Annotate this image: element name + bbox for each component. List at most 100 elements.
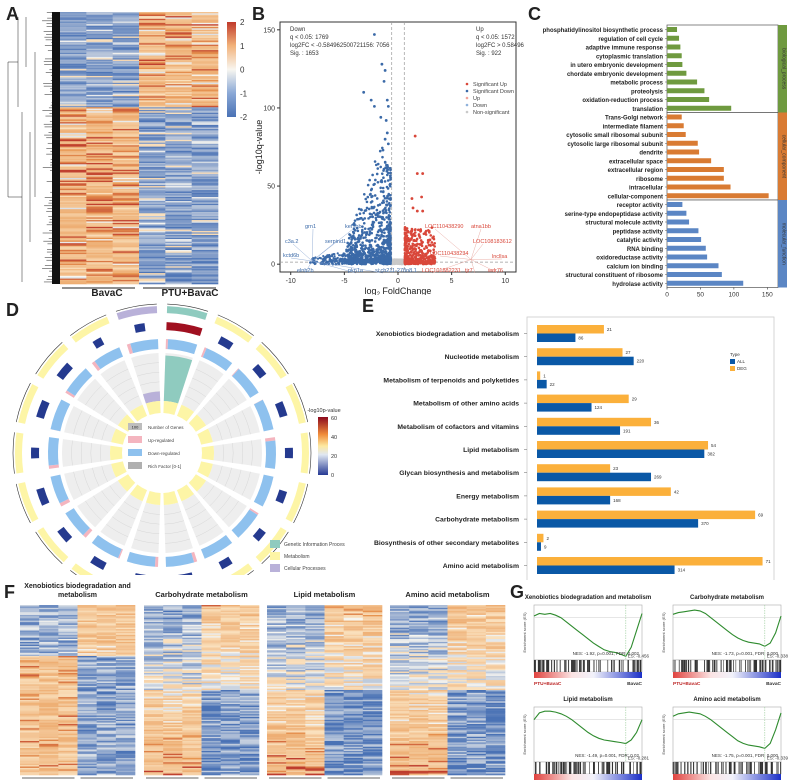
- heatmap-cell: [115, 756, 136, 759]
- heatmap-cell: [201, 667, 221, 670]
- x-tick-label: 0: [396, 278, 400, 285]
- heatmap-cell: [201, 677, 221, 679]
- heatmap-cell: [220, 650, 241, 653]
- circos-down-regulated: [66, 368, 93, 396]
- heatmap-cell: [239, 607, 260, 610]
- heatmap-cell: [144, 641, 164, 644]
- point-significant-down: [388, 220, 392, 224]
- heatmap-cell: [77, 620, 97, 623]
- heatmap-cell: [163, 634, 183, 637]
- circos-up-regulated: [118, 548, 124, 559]
- circos-category-band: [255, 343, 287, 379]
- heatmap-cell: [60, 63, 87, 66]
- heatmap-cell: [182, 631, 202, 634]
- heatmap-cell: [144, 660, 164, 662]
- heatmap-cell: [58, 637, 78, 640]
- point-significant-down: [383, 196, 387, 200]
- heatmap-cell: [112, 211, 140, 214]
- heatmap-cell: [191, 241, 219, 244]
- heatmap-cell: [39, 684, 59, 687]
- heatmap-cell: [163, 692, 183, 695]
- heatmap-cell: [220, 640, 241, 643]
- heatmap-cell: [139, 149, 166, 152]
- go-bar: [667, 44, 681, 50]
- heatmap-cell: [115, 639, 136, 641]
- heatmap-cell: [58, 716, 78, 719]
- heatmap-cell: [60, 108, 87, 111]
- heatmap-cell: [60, 139, 87, 142]
- go-term-label: Trans-Golgi network: [605, 116, 664, 122]
- x-tick-label: 100: [728, 292, 739, 299]
- kegg-bar-all: [537, 403, 592, 412]
- heatmap-cell: [96, 725, 117, 728]
- heatmap-cell: [191, 109, 219, 112]
- heatmap-cell: [163, 643, 183, 645]
- heatmap-cell: [191, 46, 219, 48]
- go-bar: [667, 97, 710, 102]
- point-significant-up: [422, 232, 426, 236]
- heatmap-cell: [60, 194, 87, 196]
- heatmap-cell: [96, 637, 117, 640]
- panel-label-e: E: [362, 296, 375, 316]
- heatmap-cell: [96, 760, 117, 763]
- heatmap-cell: [39, 613, 59, 616]
- heatmap-cell: [20, 665, 40, 668]
- go-term-label: adaptive immune response: [586, 46, 664, 52]
- circos-grid: [101, 399, 115, 416]
- heatmap-cell: [86, 165, 113, 168]
- heatmap-cell: [20, 738, 40, 740]
- heatmap-cell: [165, 81, 192, 84]
- heatmap-cell: [163, 623, 183, 626]
- heatmap-cell: [20, 674, 40, 677]
- heatmap-cell: [115, 614, 136, 617]
- heatmap-cell: [39, 694, 59, 696]
- circos-grid: [136, 529, 160, 534]
- heatmap-cell: [60, 239, 87, 241]
- heatmap-cell: [96, 623, 117, 626]
- heatmap-cell: [77, 682, 97, 685]
- heatmap-cell: [201, 644, 221, 647]
- point-significant-down: [379, 115, 383, 119]
- heatmap-cell: [112, 71, 140, 74]
- gene-label-up: wdr76: [487, 268, 503, 274]
- heatmap-cell: [165, 157, 192, 160]
- x-tick-label: 5: [450, 278, 454, 285]
- heatmap-cell: [86, 130, 113, 132]
- annotation-down-line: q < 0.05: 1769: [290, 35, 329, 41]
- heatmap-cell: [165, 196, 192, 199]
- heatmap-cell: [191, 203, 219, 206]
- heatmap-cell: [77, 641, 97, 644]
- point-significant-down: [368, 230, 372, 233]
- heatmap-cell: [139, 122, 166, 124]
- point-significant-up: [417, 250, 421, 254]
- heatmap-cell: [139, 92, 166, 94]
- heatmap-cell: [58, 663, 78, 665]
- point-significant-down: [389, 251, 392, 255]
- heatmap-cell: [191, 128, 219, 131]
- point-non-significant: [395, 261, 398, 265]
- heatmap-cell: [60, 33, 87, 36]
- heatmap-cell: [201, 626, 221, 628]
- heatmap-cell: [58, 735, 78, 738]
- heatmap-cell: [86, 127, 113, 130]
- circos-richfactor-bg: [213, 439, 262, 467]
- circos-axis-arc: [261, 342, 289, 375]
- heatmap-cell: [112, 47, 140, 50]
- point-significant-up: [403, 243, 407, 247]
- heatmap-cell: [77, 636, 97, 638]
- heatmap-cell: [182, 617, 202, 620]
- heatmap-cell: [77, 732, 97, 735]
- heatmap-cell: [165, 177, 192, 180]
- heatmap-cell: [115, 633, 136, 636]
- point-significant-down: [381, 246, 385, 249]
- heatmap-cell: [58, 616, 78, 619]
- heatmap-cell: [112, 124, 140, 127]
- heatmap-cell: [39, 622, 59, 624]
- heatmap-cell: [86, 202, 113, 205]
- heatmap-cell: [191, 127, 219, 130]
- heatmap-cell: [112, 111, 140, 113]
- heatmap-cell: [77, 631, 97, 634]
- heatmap-cell: [165, 199, 192, 202]
- heatmap-cell: [58, 704, 78, 706]
- heatmap-cell: [144, 680, 164, 682]
